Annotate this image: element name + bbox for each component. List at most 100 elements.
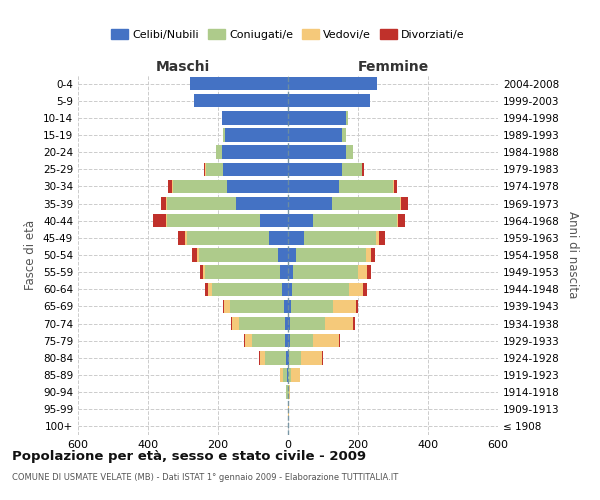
Bar — [293, 266, 358, 279]
Bar — [187, 231, 269, 244]
Bar — [200, 266, 203, 279]
Bar — [333, 300, 356, 313]
Bar — [216, 146, 221, 159]
Bar — [299, 368, 300, 382]
Bar — [288, 266, 293, 279]
Bar — [325, 317, 353, 330]
Bar — [239, 317, 284, 330]
Bar — [168, 180, 172, 193]
Bar — [288, 94, 370, 108]
Bar — [290, 334, 313, 347]
Bar — [185, 231, 187, 244]
Bar — [401, 197, 408, 210]
Text: COMUNE DI USMATE VELATE (MB) - Dati ISTAT 1° gennaio 2009 - Elaborazione TUTTITA: COMUNE DI USMATE VELATE (MB) - Dati ISTA… — [12, 472, 398, 482]
Bar — [291, 300, 333, 313]
Bar — [304, 231, 376, 244]
Bar — [232, 317, 239, 330]
Bar — [400, 197, 401, 210]
Bar — [260, 214, 288, 228]
Bar — [284, 300, 288, 313]
Bar — [363, 282, 367, 296]
Bar — [286, 386, 288, 399]
Bar — [227, 180, 288, 193]
Bar — [366, 248, 371, 262]
Bar — [288, 180, 339, 193]
Bar — [353, 317, 355, 330]
Bar — [235, 197, 288, 210]
Bar — [288, 231, 304, 244]
Bar — [205, 266, 280, 279]
Bar — [252, 334, 285, 347]
Bar — [280, 368, 283, 382]
Bar — [358, 266, 367, 279]
Bar — [289, 351, 301, 364]
Bar — [230, 300, 284, 313]
Bar — [269, 231, 288, 244]
Bar — [167, 214, 260, 228]
Bar — [283, 368, 287, 382]
Bar — [221, 111, 288, 124]
Bar — [223, 128, 225, 141]
Bar — [291, 368, 299, 382]
Bar — [280, 266, 288, 279]
Y-axis label: Anni di nascita: Anni di nascita — [566, 212, 579, 298]
Bar — [286, 351, 288, 364]
Bar — [288, 128, 342, 141]
Bar — [288, 368, 291, 382]
Bar — [394, 180, 397, 193]
Bar — [172, 180, 173, 193]
Bar — [166, 197, 167, 210]
Bar — [224, 300, 230, 313]
Bar — [313, 334, 339, 347]
Bar — [161, 197, 166, 210]
Bar — [393, 180, 394, 193]
Bar — [203, 266, 205, 279]
Bar — [178, 231, 185, 244]
Bar — [288, 214, 313, 228]
Bar — [290, 317, 325, 330]
Bar — [260, 351, 265, 364]
Bar — [288, 197, 332, 210]
Bar — [371, 248, 375, 262]
Bar — [277, 248, 288, 262]
Bar — [288, 317, 290, 330]
Bar — [288, 111, 346, 124]
Bar — [287, 368, 288, 382]
Bar — [212, 282, 282, 296]
Bar — [223, 300, 224, 313]
Bar — [288, 300, 291, 313]
Bar — [203, 162, 205, 176]
Bar — [288, 162, 342, 176]
Bar — [397, 214, 398, 228]
Bar — [367, 266, 371, 279]
Bar — [265, 351, 286, 364]
Y-axis label: Fasce di età: Fasce di età — [25, 220, 37, 290]
Bar — [346, 111, 347, 124]
Bar — [231, 317, 232, 330]
Bar — [167, 197, 235, 210]
Text: Popolazione per età, sesso e stato civile - 2009: Popolazione per età, sesso e stato civil… — [12, 450, 366, 463]
Bar — [288, 386, 289, 399]
Bar — [192, 248, 197, 262]
Bar — [259, 351, 260, 364]
Bar — [292, 282, 349, 296]
Bar — [282, 282, 288, 296]
Bar — [173, 180, 227, 193]
Text: Maschi: Maschi — [156, 60, 210, 74]
Bar — [197, 248, 199, 262]
Bar — [288, 402, 289, 416]
Bar — [349, 282, 363, 296]
Bar — [296, 248, 366, 262]
Bar — [166, 214, 167, 228]
Bar — [288, 282, 292, 296]
Bar — [288, 351, 289, 364]
Bar — [284, 317, 288, 330]
Bar — [356, 300, 358, 313]
Bar — [221, 146, 288, 159]
Legend: Celibi/Nubili, Coniugati/e, Vedovi/e, Divorziati/e: Celibi/Nubili, Coniugati/e, Vedovi/e, Di… — [107, 25, 469, 44]
Bar — [193, 94, 288, 108]
Bar — [398, 214, 405, 228]
Text: Femmine: Femmine — [358, 60, 428, 74]
Bar — [346, 146, 353, 159]
Bar — [342, 162, 361, 176]
